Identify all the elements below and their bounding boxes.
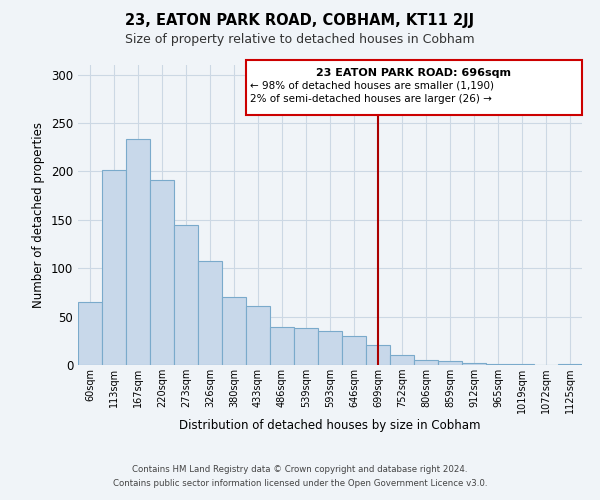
Bar <box>102 170 126 365</box>
FancyBboxPatch shape <box>246 60 582 116</box>
Bar <box>558 364 582 365</box>
Y-axis label: Number of detached properties: Number of detached properties <box>32 122 46 308</box>
Bar <box>318 331 342 365</box>
Bar <box>174 224 198 365</box>
X-axis label: Distribution of detached houses by size in Cobham: Distribution of detached houses by size … <box>179 419 481 432</box>
Bar <box>246 306 270 365</box>
Bar <box>294 328 318 365</box>
Text: Size of property relative to detached houses in Cobham: Size of property relative to detached ho… <box>125 32 475 46</box>
Bar <box>462 363 486 365</box>
Text: 2% of semi-detached houses are larger (26) →: 2% of semi-detached houses are larger (2… <box>250 94 491 104</box>
Bar <box>486 364 510 365</box>
Bar <box>510 364 534 365</box>
Bar <box>366 344 390 365</box>
Bar <box>438 361 462 365</box>
Bar <box>150 180 174 365</box>
Bar <box>198 262 222 365</box>
Bar <box>342 336 366 365</box>
Bar <box>390 356 414 365</box>
Bar <box>414 360 438 365</box>
Text: 23 EATON PARK ROAD: 696sqm: 23 EATON PARK ROAD: 696sqm <box>317 68 511 78</box>
Text: Contains HM Land Registry data © Crown copyright and database right 2024.
Contai: Contains HM Land Registry data © Crown c… <box>113 466 487 487</box>
Bar <box>222 298 246 365</box>
Text: 23, EATON PARK ROAD, COBHAM, KT11 2JJ: 23, EATON PARK ROAD, COBHAM, KT11 2JJ <box>125 12 475 28</box>
Bar <box>78 302 102 365</box>
Text: ← 98% of detached houses are smaller (1,190): ← 98% of detached houses are smaller (1,… <box>250 80 494 90</box>
Bar <box>270 328 294 365</box>
Bar <box>126 138 150 365</box>
